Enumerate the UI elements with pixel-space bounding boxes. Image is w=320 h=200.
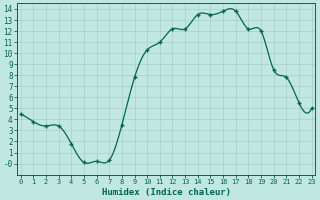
X-axis label: Humidex (Indice chaleur): Humidex (Indice chaleur) — [102, 188, 231, 197]
